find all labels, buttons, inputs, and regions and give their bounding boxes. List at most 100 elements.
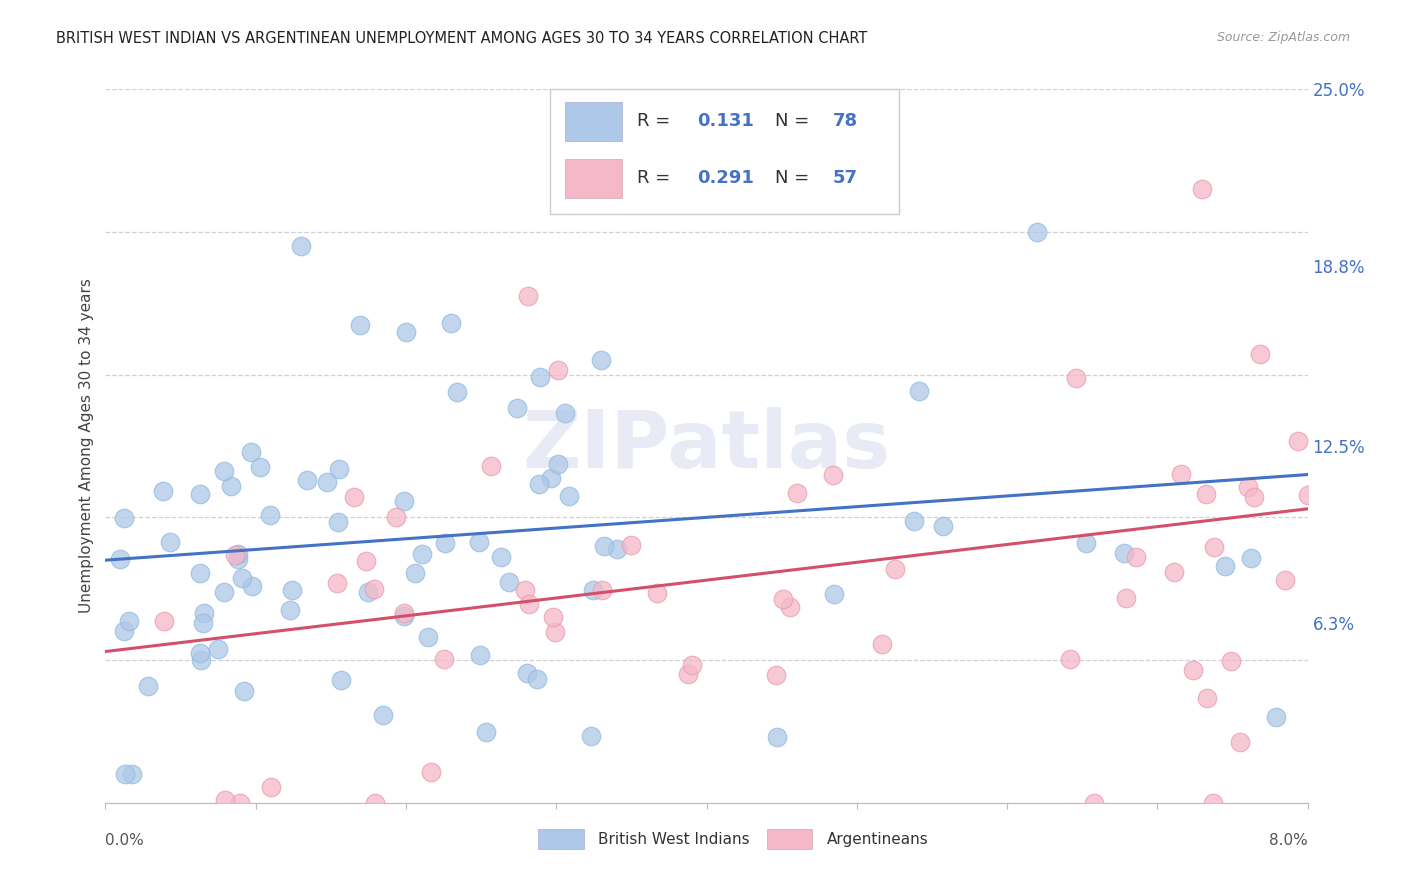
- Point: [1026, 225, 1049, 239]
- Point: [526, 672, 548, 686]
- Point: [231, 571, 253, 585]
- Point: [1249, 347, 1271, 361]
- Point: [328, 462, 350, 476]
- Text: 78: 78: [832, 112, 858, 130]
- Point: [1112, 546, 1135, 560]
- Text: Argentineans: Argentineans: [827, 831, 928, 847]
- Point: [354, 554, 377, 568]
- Point: [259, 508, 281, 522]
- Bar: [766, 830, 813, 849]
- Point: [212, 585, 235, 599]
- Point: [240, 579, 263, 593]
- Point: [193, 615, 215, 630]
- Point: [1264, 710, 1286, 724]
- Text: N =: N =: [775, 169, 815, 187]
- Point: [114, 767, 136, 781]
- Point: [1115, 591, 1137, 606]
- Point: [821, 468, 844, 483]
- Point: [766, 730, 789, 744]
- Point: [214, 793, 236, 807]
- Point: [541, 610, 564, 624]
- Point: [527, 477, 550, 491]
- Point: [591, 353, 613, 368]
- Point: [932, 519, 955, 533]
- Point: [329, 673, 352, 687]
- Point: [232, 684, 254, 698]
- Point: [446, 384, 468, 399]
- Point: [136, 679, 159, 693]
- FancyBboxPatch shape: [550, 89, 898, 214]
- Point: [765, 668, 787, 682]
- Point: [645, 586, 668, 600]
- Bar: [565, 102, 623, 141]
- Point: [1170, 467, 1192, 481]
- Text: R =: R =: [637, 169, 676, 187]
- Point: [1274, 573, 1296, 587]
- Point: [325, 575, 347, 590]
- Point: [188, 487, 211, 501]
- Text: British West Indians: British West Indians: [599, 831, 749, 847]
- Point: [190, 566, 212, 580]
- Point: [108, 552, 131, 566]
- Point: [540, 471, 562, 485]
- Point: [316, 475, 339, 489]
- Point: [207, 641, 229, 656]
- Point: [872, 637, 894, 651]
- Point: [1064, 371, 1087, 385]
- Point: [118, 614, 141, 628]
- Point: [411, 547, 433, 561]
- Point: [741, 145, 763, 159]
- Point: [228, 547, 250, 561]
- Point: [395, 325, 418, 339]
- Point: [420, 764, 443, 779]
- Point: [468, 534, 491, 549]
- Point: [1239, 551, 1261, 566]
- Point: [489, 550, 512, 565]
- Point: [474, 724, 496, 739]
- Point: [249, 460, 271, 475]
- Point: [1286, 434, 1309, 448]
- Point: [779, 600, 801, 615]
- Point: [1296, 487, 1319, 501]
- Point: [219, 479, 242, 493]
- Point: [290, 239, 312, 253]
- Point: [547, 362, 569, 376]
- Y-axis label: Unemployment Among Ages 30 to 34 years: Unemployment Among Ages 30 to 34 years: [79, 278, 94, 614]
- Point: [591, 583, 613, 598]
- Point: [1213, 558, 1236, 573]
- Point: [392, 609, 415, 624]
- Point: [823, 587, 845, 601]
- Point: [1243, 490, 1265, 504]
- Text: BRITISH WEST INDIAN VS ARGENTINEAN UNEMPLOYMENT AMONG AGES 30 TO 34 YEARS CORREL: BRITISH WEST INDIAN VS ARGENTINEAN UNEMP…: [56, 31, 868, 46]
- Point: [394, 607, 416, 621]
- Point: [112, 624, 135, 639]
- Point: [1163, 566, 1185, 580]
- Text: 57: 57: [832, 169, 858, 187]
- Text: ZIPatlas: ZIPatlas: [523, 407, 890, 485]
- Point: [364, 796, 387, 810]
- Point: [193, 606, 215, 620]
- Point: [554, 406, 576, 420]
- Point: [547, 457, 569, 471]
- Point: [883, 562, 905, 576]
- Point: [506, 401, 529, 416]
- Point: [519, 597, 541, 611]
- Bar: [538, 830, 583, 849]
- Point: [212, 464, 235, 478]
- Point: [190, 653, 212, 667]
- Point: [558, 489, 581, 503]
- Point: [903, 514, 925, 528]
- Point: [224, 548, 246, 562]
- Point: [606, 542, 628, 557]
- Point: [404, 566, 426, 581]
- Point: [516, 665, 538, 680]
- Point: [1194, 487, 1216, 501]
- Text: R =: R =: [637, 112, 676, 130]
- Point: [357, 585, 380, 599]
- Point: [529, 369, 551, 384]
- Point: [1125, 549, 1147, 564]
- Point: [159, 535, 181, 549]
- Point: [1191, 182, 1213, 196]
- Point: [581, 583, 603, 598]
- Point: [772, 592, 794, 607]
